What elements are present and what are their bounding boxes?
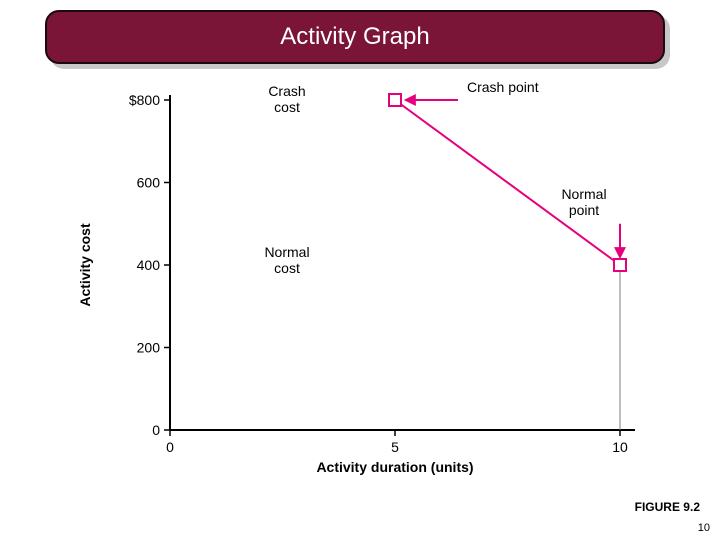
annot-normal-cost: cost bbox=[274, 260, 300, 276]
x-tick-label: 5 bbox=[391, 439, 399, 455]
annot-crash-cost: Crash bbox=[268, 83, 305, 99]
y-tick-label: 200 bbox=[137, 340, 161, 356]
crash-point-marker bbox=[389, 94, 401, 106]
figure-caption: FIGURE 9.2 bbox=[635, 500, 700, 514]
x-axis-label: Activity duration (units) bbox=[316, 459, 473, 475]
slide-stage: Activity Graph 0 200 400 600 $800 0 5 10 Activit… bbox=[0, 0, 720, 540]
header-pill: Activity Graph bbox=[45, 10, 665, 64]
y-tick-label: 0 bbox=[152, 422, 160, 438]
y-tick-label: 400 bbox=[137, 257, 161, 273]
cost-line bbox=[395, 100, 620, 265]
y-tick-label: $800 bbox=[129, 92, 160, 108]
y-tick-label: 600 bbox=[137, 175, 161, 191]
activity-chart: 0 200 400 600 $800 0 5 10 Activity duration (uni… bbox=[60, 80, 660, 480]
annot-normal-cost: Normal bbox=[264, 244, 309, 260]
x-tick-label: 10 bbox=[612, 439, 628, 455]
normal-point-marker bbox=[614, 259, 626, 271]
chart-area: 0 200 400 600 $800 0 5 10 Activity duration (uni… bbox=[60, 80, 660, 480]
annot-normal-point: point bbox=[569, 202, 599, 218]
page-number: 10 bbox=[698, 522, 710, 534]
x-tick-label: 0 bbox=[166, 439, 174, 455]
annot-crash-point: Crash point bbox=[467, 80, 539, 95]
annot-crash-cost: cost bbox=[274, 99, 300, 115]
y-axis-label: Activity cost bbox=[77, 223, 93, 307]
header-title: Activity Graph bbox=[280, 23, 429, 51]
annot-normal-point: Normal bbox=[561, 186, 606, 202]
slide-header: Activity Graph bbox=[45, 10, 665, 64]
